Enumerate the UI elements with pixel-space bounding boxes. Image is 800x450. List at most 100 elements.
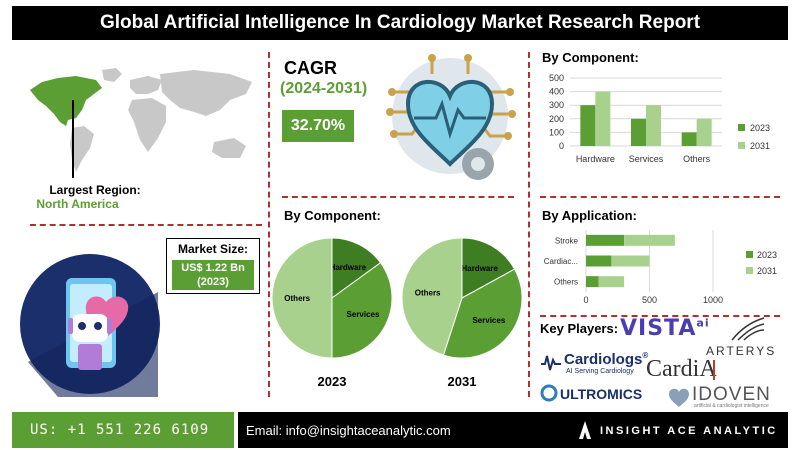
bar-others-2031 <box>696 118 712 146</box>
australia-shape <box>212 138 246 158</box>
circuit-heart-icon <box>386 54 516 180</box>
cardia-accent <box>713 360 715 380</box>
cardiologs-logo: Cardiologs® <box>564 351 648 368</box>
pie-slice-hardware <box>461 237 516 299</box>
component-bar-title: By Component: <box>542 50 639 65</box>
footer-brand: INSIGHT ACE ANALYTIC <box>600 425 778 437</box>
idoven-tagline: artificial & cardiologist intelligence <box>694 403 769 409</box>
component-bar-chart: 0 100 200 300 400 500 Hardware Services Others 20… <box>549 73 770 164</box>
pie-slice-services <box>331 262 393 359</box>
x-tick-label: Others <box>683 154 711 164</box>
divider-left <box>268 52 270 397</box>
y-tick-label: 200 <box>549 114 564 124</box>
pie-slice-hardware <box>331 237 382 299</box>
pie-label-others: Others <box>415 289 441 298</box>
x-tick-label: Hardware <box>576 154 615 164</box>
y-tick-label: Others <box>554 278 578 287</box>
x-tick-label: 0 <box>583 295 588 305</box>
market-size-value: US$ 1.22 Bn <box>181 262 245 274</box>
bar-cardiac-2031 <box>611 255 650 267</box>
legend-swatch <box>738 142 745 149</box>
footer-contact-bar <box>238 412 788 448</box>
idoven-heart-icon <box>669 388 689 407</box>
legend-swatch <box>746 251 753 258</box>
footer-phone-bar <box>12 412 234 448</box>
legend-label: 2031 <box>750 141 770 151</box>
y-tick-label: 500 <box>549 73 564 83</box>
greenland-shape <box>102 68 122 82</box>
pie-chart-2031: Hardware Services Others <box>401 237 523 359</box>
y-tick-label: 0 <box>559 141 564 151</box>
component-pie-title: By Component: <box>284 208 381 223</box>
application-bar-chart: 0 500 1000 Stroke Cardiac... Others 2023 2031 <box>544 230 777 305</box>
bar-services-2031 <box>646 105 661 146</box>
region-pointer-line <box>72 100 74 178</box>
x-tick-label: 1000 <box>703 295 723 305</box>
divider-bar <box>540 196 780 198</box>
y-tick-label: Cardiac... <box>544 257 578 266</box>
y-tick-label: Stroke <box>555 236 579 245</box>
divider-cagr <box>282 196 514 198</box>
bar-stroke-2023 <box>586 234 625 246</box>
cagr-value: 32.70% <box>282 110 354 142</box>
insight-ace-logo-icon <box>579 421 591 439</box>
largest-region-value: North America <box>36 197 119 211</box>
pie-label-hardware: Hardware <box>461 264 498 273</box>
legend-swatch <box>738 124 745 131</box>
largest-region-label: Largest Region: <box>49 183 141 197</box>
pie-year-2023: 2023 <box>317 374 347 389</box>
ultromics-logo: ULTROMICS <box>560 386 643 402</box>
application-title: By Application: <box>542 208 637 223</box>
cardiologs-text: Cardiologs <box>564 351 643 368</box>
africa-shape <box>128 98 166 152</box>
legend-label: 2023 <box>750 123 770 133</box>
pie-label-hardware: Hardware <box>330 263 367 272</box>
report-title: Global Artificial Intelligence In Cardio… <box>12 6 788 40</box>
market-size-label: Market Size: <box>177 242 249 256</box>
pie-label-services: Services <box>472 316 505 325</box>
ai-cardiology-illustration <box>20 254 160 397</box>
cardiologs-reg: ® <box>642 351 649 360</box>
cagr-period: (2024-2031) <box>280 80 368 97</box>
cardia-logo: CardiA <box>646 356 717 383</box>
market-size-value-box: US$ 1.22 Bn (2023) <box>172 260 254 290</box>
idoven-logo: IDOVEN <box>692 384 771 405</box>
cardiologs-wave-icon <box>541 355 561 371</box>
bar-stroke-2031 <box>624 234 675 246</box>
bar-hardware-2023 <box>580 105 596 146</box>
pie-chart-2023: Hardware Services Others <box>271 237 393 359</box>
bar-hardware-2031 <box>595 91 611 146</box>
market-size-box <box>166 238 260 294</box>
vista-text: VISTA <box>620 316 697 341</box>
bar-others-2031 <box>598 276 625 288</box>
divider-region <box>30 224 262 226</box>
ultromics-icon <box>540 384 558 402</box>
divider-application <box>540 315 780 317</box>
cardia-text: CardiA <box>646 356 717 382</box>
footer-phone[interactable]: US: +1 551 226 6109 <box>30 422 210 438</box>
north-america-region <box>30 76 102 126</box>
arterys-mark-icon <box>731 317 765 341</box>
footer-email[interactable]: Email: info@insightaceanalytic.com <box>246 423 451 438</box>
bar-others-2023 <box>681 132 697 146</box>
legend-swatch <box>746 267 753 274</box>
legend-label: 2023 <box>757 250 777 260</box>
x-tick-label: Services <box>629 154 664 164</box>
cagr-label: CAGR <box>284 58 337 78</box>
key-players-label: Key Players: <box>540 321 619 336</box>
legend-label: 2031 <box>757 266 777 276</box>
y-tick-label: 300 <box>549 100 564 110</box>
pie-slice-others <box>271 237 333 359</box>
europe-shape <box>130 76 162 94</box>
vista-ai-logo: VISTAai <box>620 316 710 341</box>
bar-cardiac-2023 <box>586 255 612 267</box>
arterys-logo: ARTERYS <box>706 344 777 358</box>
bar-others-2023 <box>586 276 599 288</box>
pie-label-services: Services <box>347 310 380 319</box>
pie-slice-services <box>442 268 523 359</box>
pie-label-others: Others <box>284 294 310 303</box>
pie-year-2031: 2031 <box>447 374 477 389</box>
world-map <box>30 68 252 172</box>
divider-right <box>528 52 530 397</box>
market-size-year: (2023) <box>197 276 229 288</box>
